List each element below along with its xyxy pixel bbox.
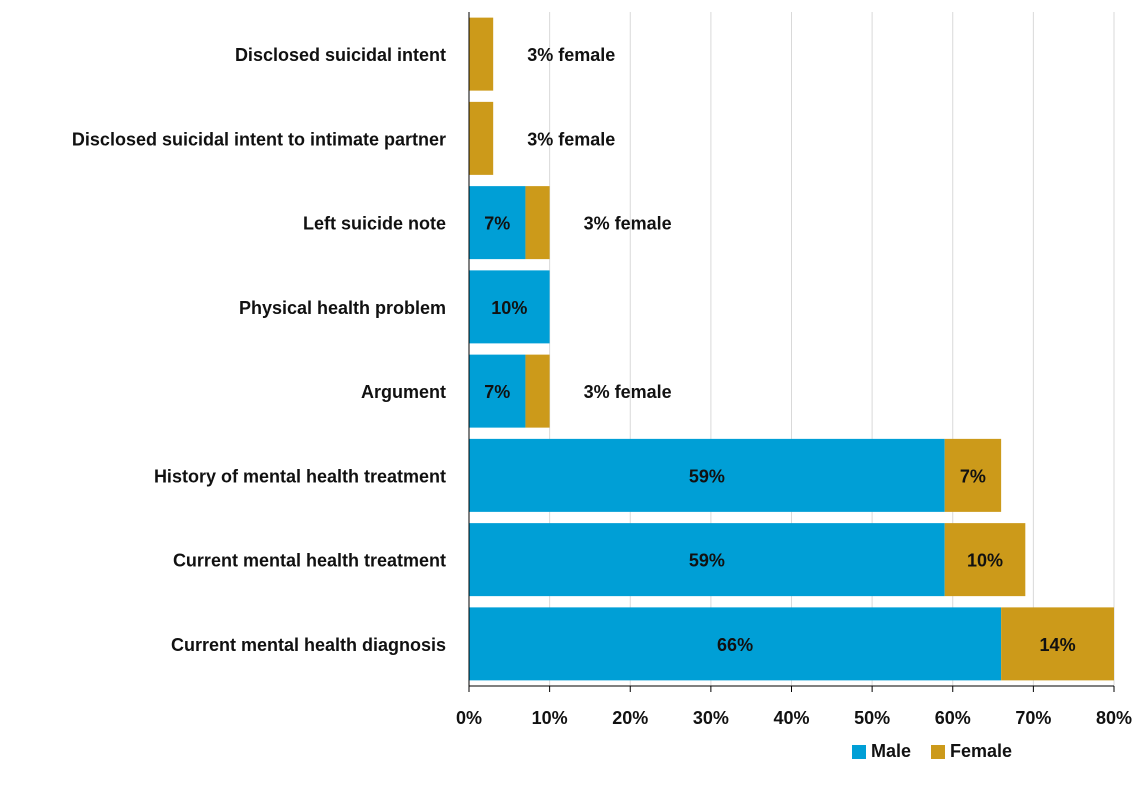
bar-male (469, 607, 1002, 681)
data-labels: 3% female 3% female 7% 3% female 10% 7% 3% fem… (484, 45, 1075, 655)
data-label-male: 66% (717, 635, 753, 655)
x-tick-label: 10% (532, 708, 568, 728)
legend-swatch-female (931, 744, 946, 759)
bar-female (944, 438, 1002, 512)
x-tick-label: 30% (693, 708, 729, 728)
axes: 0% 10% 20% 30% 40% 50% 60% 70% 80% (456, 12, 1132, 728)
x-tick-label: 20% (612, 708, 648, 728)
category-label: Current mental health diagnosis (171, 635, 446, 655)
annotation-label: 3% female (527, 45, 615, 65)
category-label: Disclosed suicidal intent to intimate pa… (72, 129, 446, 149)
bar-male (469, 186, 526, 260)
bar-male (469, 354, 526, 428)
category-label: Argument (361, 382, 446, 402)
grid-lines (549, 12, 1115, 686)
bar-male (469, 523, 945, 597)
x-tick-label: 0% (456, 708, 482, 728)
category-labels: Disclosed suicidal intent Disclosed suici… (72, 45, 446, 655)
category-label: Physical health problem (239, 298, 446, 318)
bar-female (525, 186, 550, 260)
x-tick-label: 80% (1096, 708, 1132, 728)
annotation-label: 3% female (584, 214, 672, 234)
category-label: History of mental health treatment (154, 466, 446, 486)
data-label-male: 59% (689, 466, 725, 486)
annotation-label: 3% female (527, 129, 615, 149)
annotation-label: 3% female (584, 382, 672, 402)
bar-female (469, 101, 494, 175)
x-tick-label: 60% (935, 708, 971, 728)
bar-male (469, 270, 550, 344)
data-label-female: 14% (1040, 635, 1076, 655)
bar-female (1001, 607, 1114, 681)
x-tick-label: 70% (1015, 708, 1051, 728)
category-label: Current mental health treatment (173, 551, 446, 571)
bars (469, 17, 1114, 681)
legend: Male Female (852, 741, 1012, 762)
data-label-female: 10% (967, 551, 1003, 571)
data-label-male: 7% (484, 214, 510, 234)
legend-item-male: Male (852, 741, 911, 762)
bar-male (469, 438, 945, 512)
bar-female (944, 523, 1026, 597)
category-label: Disclosed suicidal intent (235, 45, 446, 65)
x-tick-label: 50% (854, 708, 890, 728)
data-label-male: 10% (491, 298, 527, 318)
bar-female (525, 354, 550, 428)
data-label-female: 7% (960, 466, 986, 486)
legend-label-female: Female (950, 741, 1013, 761)
bar-female (469, 17, 494, 91)
x-tick-label: 40% (773, 708, 809, 728)
category-label: Left suicide note (303, 214, 446, 234)
legend-label-male: Male (871, 741, 912, 761)
data-label-male: 7% (484, 382, 510, 402)
legend-swatch-male (852, 744, 866, 759)
legend-item-female: Female (931, 741, 1012, 762)
data-label-male: 59% (689, 551, 725, 571)
